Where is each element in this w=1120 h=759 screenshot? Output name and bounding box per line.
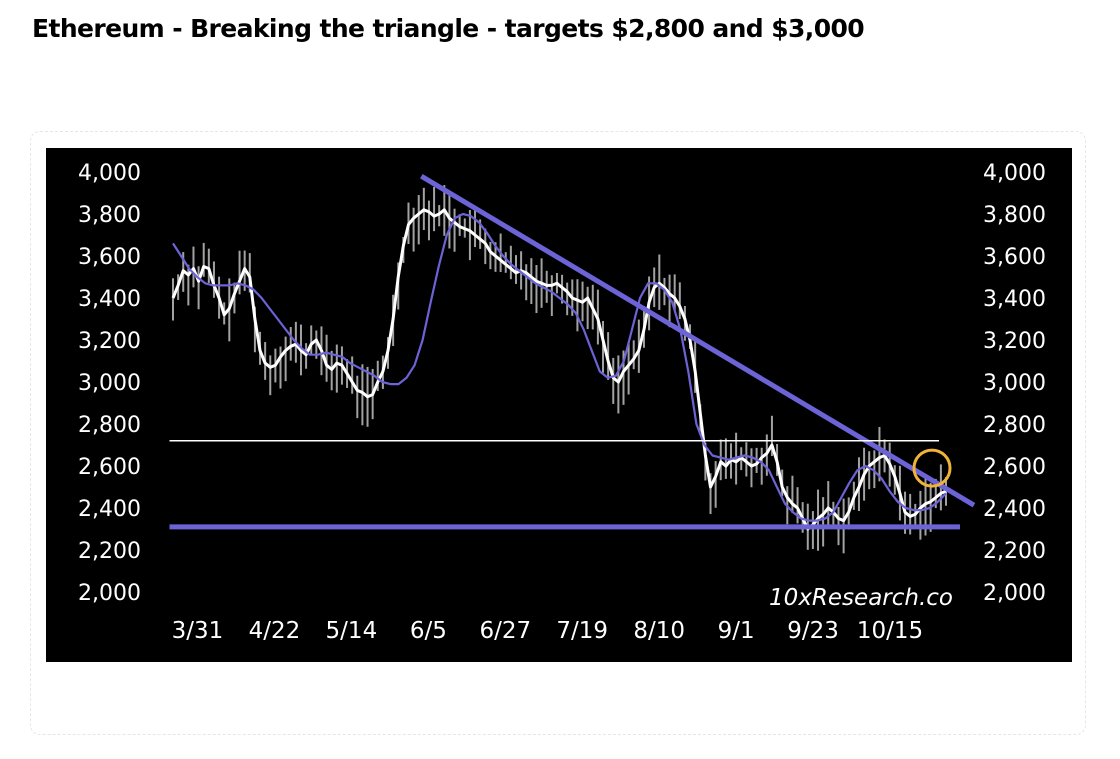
y-tick-label-right: 3,800 bbox=[983, 203, 1046, 228]
y-tick-label-right: 4,000 bbox=[983, 161, 1046, 186]
watermark-text: 10xResearch.co bbox=[769, 585, 953, 611]
chart-container: 4,000 3,800 3,600 3,400 3,200 3,000 2,800 2,600… bbox=[46, 148, 1072, 662]
y-tick-label-left: 3,800 bbox=[78, 203, 141, 228]
breakout-circle bbox=[912, 448, 952, 488]
x-tick-label: 3/31 bbox=[172, 618, 224, 644]
chart-lines bbox=[171, 208, 947, 531]
x-tick-label: 5/14 bbox=[326, 618, 378, 644]
y-tick-label-right: 3,400 bbox=[983, 287, 1046, 312]
page-title: Ethereum - Breaking the triangle - targe… bbox=[32, 14, 865, 43]
x-axis: 3/31 4/22 5/14 6/5 6/27 7/19 8/10 9/1 9/23 10/15 bbox=[172, 618, 924, 644]
y-tick-label-right: 2,800 bbox=[983, 413, 1046, 438]
x-tick-label: 4/22 bbox=[249, 618, 301, 644]
y-tick-label-right: 2,200 bbox=[983, 539, 1046, 564]
candle-wicks bbox=[172, 185, 947, 554]
y-tick-label-left: 2,000 bbox=[78, 581, 141, 606]
y-tick-label-right: 3,000 bbox=[983, 371, 1046, 396]
y-axis-right: 4,000 3,800 3,600 3,400 3,200 3,000 2,800 2,600… bbox=[983, 161, 1046, 606]
y-tick-label-left: 2,200 bbox=[78, 539, 141, 564]
trendline bbox=[420, 174, 976, 508]
x-tick-label: 9/23 bbox=[787, 618, 839, 644]
x-tick-label: 6/27 bbox=[479, 618, 531, 644]
x-tick-label: 8/10 bbox=[633, 618, 685, 644]
x-tick-label: 9/1 bbox=[718, 618, 755, 644]
y-tick-label-left: 2,400 bbox=[78, 497, 141, 522]
y-tick-label-right: 2,000 bbox=[983, 581, 1046, 606]
y-tick-label-left: 2,800 bbox=[78, 413, 141, 438]
x-tick-label: 7/19 bbox=[556, 618, 608, 644]
chart-annotations bbox=[169, 174, 976, 530]
y-tick-label-right: 3,200 bbox=[983, 329, 1046, 354]
y-tick-label-left: 3,200 bbox=[78, 329, 141, 354]
moving-average-line bbox=[172, 212, 947, 522]
chart-card bbox=[30, 131, 1086, 735]
y-tick-label-left: 2,600 bbox=[78, 455, 141, 480]
y-tick-label-right: 2,400 bbox=[983, 497, 1046, 522]
price-chart: 4,000 3,800 3,600 3,400 3,200 3,000 2,800 2,600… bbox=[78, 161, 1046, 644]
y-tick-label-right: 3,600 bbox=[983, 245, 1046, 270]
x-tick-label: 10/15 bbox=[857, 618, 923, 644]
y-axis-left: 4,000 3,800 3,600 3,400 3,200 3,000 2,800 2,600… bbox=[78, 161, 141, 606]
y-tick-label-right: 2,600 bbox=[983, 455, 1046, 480]
x-tick-label: 6/5 bbox=[410, 618, 447, 644]
y-tick-label-left: 3,600 bbox=[78, 245, 141, 270]
y-tick-label-left: 4,000 bbox=[78, 161, 141, 186]
y-tick-label-left: 3,400 bbox=[78, 287, 141, 312]
y-tick-label-left: 3,000 bbox=[78, 371, 141, 396]
